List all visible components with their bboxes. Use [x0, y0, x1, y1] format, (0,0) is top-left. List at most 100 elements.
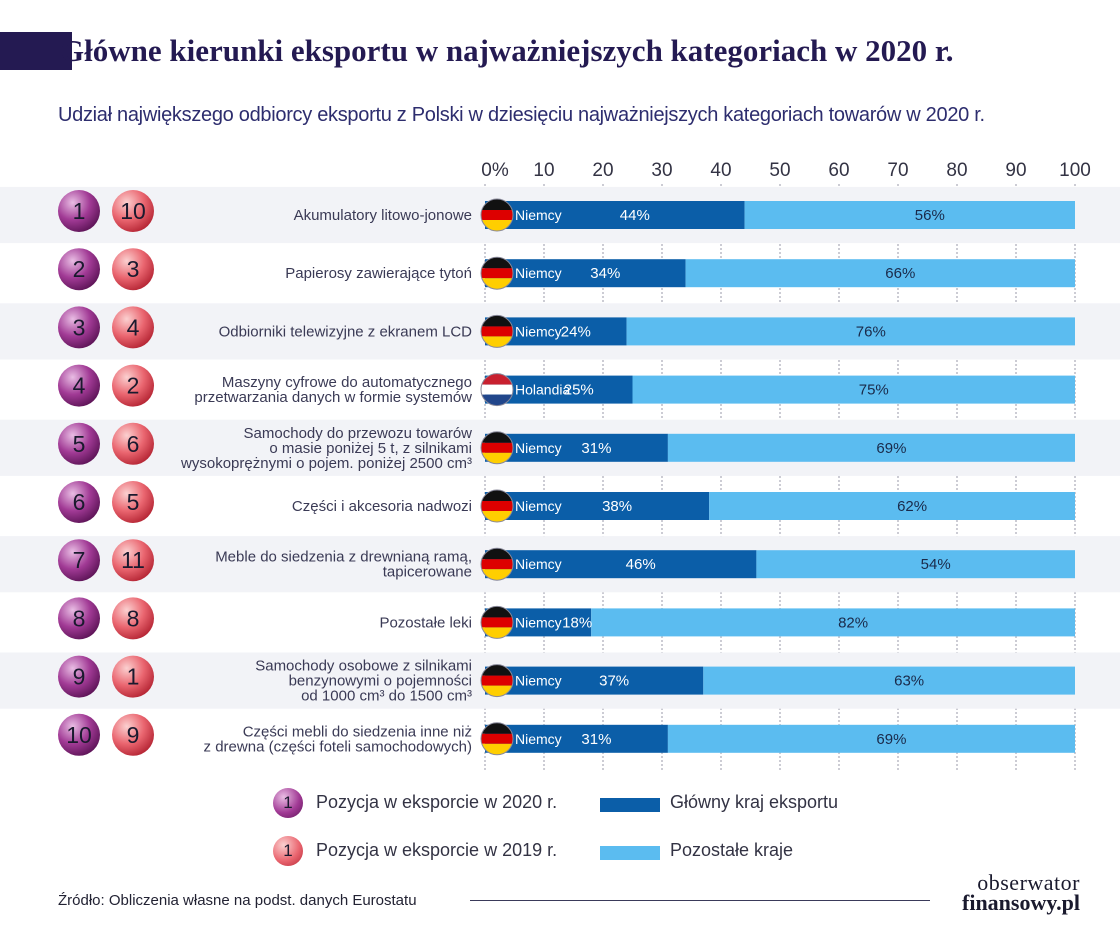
- rank-2020-value: 2: [73, 256, 86, 282]
- bar-main: [485, 259, 686, 288]
- bar-rest: [591, 608, 1075, 637]
- rank-2019-badge: 1: [112, 655, 154, 698]
- country-label: Niemcy: [515, 323, 562, 339]
- bar-main: [485, 492, 710, 520]
- country-label: Niemcy: [515, 440, 562, 456]
- legend-rank2020-badge: 1: [273, 788, 303, 818]
- rank-2019-value: 8: [127, 605, 140, 631]
- value-label-rest: 69%: [876, 731, 906, 748]
- bar-rest: [632, 375, 1075, 404]
- x-tick-label: 40: [710, 160, 731, 181]
- legend-rank2019-label: Pozycja w eksporcie w 2019 r.: [316, 840, 558, 860]
- category-label: Maszyny cyfrowe do automatycznego przetwa…: [194, 374, 472, 406]
- rank-2019-value: 10: [120, 198, 146, 224]
- source-note: Źródło: Obliczenia własne na podst. dany…: [58, 892, 417, 909]
- value-label-rest: 62%: [897, 498, 927, 515]
- chart-subtitle: Udział największego odbiorcy eksportu z …: [58, 104, 985, 126]
- rank-2019-value: 3: [127, 256, 140, 282]
- value-label-rest: 76%: [856, 323, 886, 340]
- x-tick-label: 70: [887, 160, 908, 181]
- bar-main: [485, 201, 745, 229]
- value-label-rest: 69%: [876, 440, 906, 457]
- value-label-main: 24%: [561, 323, 591, 340]
- logo-line1: obserwator: [977, 870, 1080, 895]
- legend-main-swatch: [600, 798, 660, 812]
- rank-2020-value: 10: [66, 722, 92, 748]
- legend-rest-label: Pozostałe kraje: [670, 840, 794, 860]
- flag-germany-icon: [480, 489, 514, 523]
- flag-netherlands-icon: [480, 373, 514, 407]
- x-tick-label: 0%: [481, 160, 509, 181]
- value-label-rest: 54%: [921, 556, 951, 573]
- legend-rank2019-badge: 1: [273, 836, 303, 866]
- bar-main: [485, 724, 668, 753]
- publisher-logo: obserwator finansowy.pl: [940, 870, 1080, 915]
- bar-main: [485, 550, 757, 579]
- rank-2020-badge: 8: [58, 597, 100, 640]
- flag-germany-icon: [480, 198, 514, 232]
- country-label: Holandia: [515, 382, 570, 398]
- rank-2019-value: 4: [127, 314, 140, 340]
- rank-2020-value: 5: [73, 431, 86, 457]
- rank-2020-value: 3: [73, 314, 86, 340]
- rank-2019-badge: 2: [112, 364, 154, 407]
- rank-2019-value: 5: [127, 489, 140, 515]
- x-tick-label: 10: [533, 160, 554, 181]
- value-label-rest: 75%: [859, 382, 889, 399]
- legend-main-label: Główny kraj eksportu: [670, 792, 839, 812]
- rank-2020-value: 8: [73, 605, 86, 631]
- bar-chart: 0% 10 20 30 40 50 60 70 80 90 100 Niemcy 44% 56% Akumu…: [0, 160, 1120, 770]
- flag-germany-icon: [480, 722, 514, 756]
- rank-2019-badge: 8: [112, 597, 154, 640]
- rank-2020-badge: 3: [58, 306, 100, 349]
- logo-line2: finansowy.pl: [962, 890, 1080, 915]
- rank-2020-value: 6: [73, 489, 86, 515]
- rank-2020-badge: 7: [58, 539, 100, 582]
- rank-2019-badge: 4: [112, 306, 154, 349]
- country-label: Niemcy: [515, 731, 562, 747]
- bar-rest: [744, 201, 1075, 229]
- country-label: Niemcy: [515, 614, 562, 630]
- x-tick-label: 30: [651, 160, 672, 181]
- flag-germany-icon: [480, 431, 514, 465]
- category-label: Meble do siedzenia z drewnianą ramą, tapi…: [215, 549, 472, 581]
- rank-2020-badge: 2: [58, 248, 100, 291]
- legend-rest-swatch: [600, 846, 660, 860]
- x-tick-label: 60: [828, 160, 849, 181]
- rank-2019-value: 9: [127, 722, 140, 748]
- country-label: Niemcy: [515, 556, 562, 572]
- category-label: Papierosy zawierające tytoń: [285, 265, 472, 282]
- flag-germany-icon: [480, 256, 514, 290]
- bar-rest: [667, 724, 1075, 753]
- flag-germany-icon: [480, 314, 514, 348]
- rank-2019-badge: 5: [112, 481, 154, 523]
- legend-rank2020-label: Pozycja w eksporcie w 2020 r.: [316, 792, 558, 812]
- value-label-main: 34%: [590, 265, 620, 282]
- source-divider: [470, 900, 930, 901]
- chart-title: Główne kierunki eksportu w najważniejszy…: [60, 33, 954, 68]
- country-label: Niemcy: [515, 207, 562, 223]
- title-accent-bar: [0, 32, 72, 70]
- value-label-main: 31%: [581, 731, 611, 748]
- bar-main: [485, 666, 704, 695]
- category-label: Samochody osobowe z silnikami benzynowymi…: [255, 658, 472, 705]
- country-label: Niemcy: [515, 673, 562, 689]
- value-label-main: 37%: [599, 673, 629, 690]
- value-label-rest: 82%: [838, 614, 868, 631]
- value-label-main: 38%: [602, 498, 632, 515]
- value-label-main: 31%: [581, 440, 611, 457]
- category-label: Części mebli do siedzenia inne niż z drew…: [204, 723, 472, 755]
- rank-2019-badge: 3: [112, 248, 154, 291]
- value-label-main: 44%: [620, 207, 650, 224]
- rank-2020-badge: 10: [58, 713, 100, 756]
- bar-rest: [667, 433, 1075, 462]
- rank-2020-value: 1: [73, 198, 86, 224]
- rank-2019-badge: 6: [112, 422, 154, 465]
- rank-2019-value: 1: [127, 664, 140, 690]
- flag-germany-icon: [480, 664, 514, 698]
- value-label-main: 25%: [564, 382, 594, 399]
- category-label: Akumulatory litowo-jonowe: [294, 207, 472, 224]
- x-tick-label: 90: [1005, 160, 1026, 181]
- category-label: Części i akcesoria nadwozi: [292, 498, 472, 515]
- rank-2019-value: 6: [127, 431, 140, 457]
